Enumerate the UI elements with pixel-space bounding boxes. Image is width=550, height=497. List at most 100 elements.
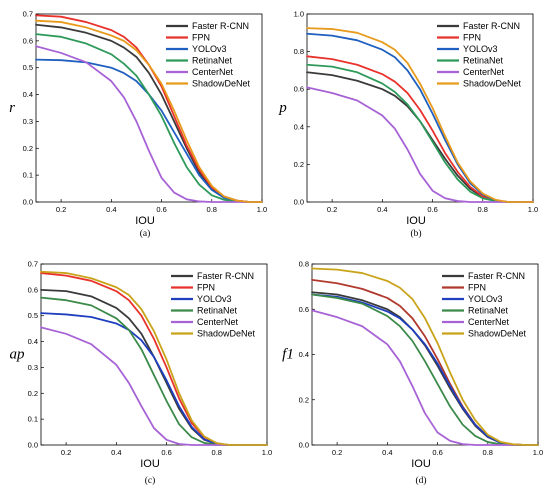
y-tick-label: 0.4 [23, 90, 33, 99]
x-tick-label: 0.8 [483, 448, 493, 457]
y-tick-label: 0.7 [23, 10, 33, 19]
x-tick-label: 0.8 [212, 448, 222, 457]
y-axis-label: r [9, 100, 15, 116]
plot-frame [311, 263, 539, 446]
series-line-shadowdenet [35, 19, 263, 203]
y-tick-label: 0.2 [294, 160, 304, 169]
panel-caption: (b) [410, 228, 421, 239]
legend-entry: Faster R-CNN [468, 271, 525, 281]
series-line-centernet [306, 86, 534, 203]
series-line-faster-r-cnn [35, 23, 263, 203]
legend-entry: ShadowDeNet [197, 329, 256, 339]
x-axis-label: IOU [406, 215, 426, 227]
x-tick-label: 1.0 [533, 448, 543, 457]
y-tick-label: 0.2 [299, 395, 309, 404]
x-tick-label: 0.6 [432, 448, 442, 457]
legend-entry: CenterNet [197, 317, 239, 327]
x-tick-label: 0.4 [382, 448, 392, 457]
x-tick-label: 0.2 [332, 448, 342, 457]
series-line-retinanet [35, 33, 263, 203]
x-axis-label: IOU [135, 215, 155, 227]
x-tick-label: 0.4 [377, 205, 387, 214]
x-tick-label: 0.2 [327, 205, 337, 214]
x-tick-label: 0.8 [207, 205, 217, 214]
y-tick-label: 0.5 [28, 311, 38, 320]
series-line-fpn [35, 14, 263, 203]
panel-caption: (c) [145, 475, 156, 486]
y-tick-label: 0.7 [28, 260, 38, 269]
y-axis-label: p [278, 100, 287, 116]
x-tick-label: 0.6 [156, 205, 166, 214]
legend-entry: ShadowDeNet [468, 329, 527, 339]
y-tick-label: 0.0 [23, 198, 33, 207]
y-tick-label: 0.8 [299, 260, 309, 269]
y-tick-label: 0.0 [28, 441, 38, 450]
panel-caption: (d) [415, 475, 426, 486]
series-line-shadowdenet [306, 27, 534, 203]
panel-caption: (a) [140, 228, 151, 239]
y-tick-label: 0.2 [28, 389, 38, 398]
y-tick-label: 0.6 [294, 85, 304, 94]
y-tick-label: 0.0 [299, 441, 309, 450]
legend-entry: RetinaNet [463, 56, 504, 66]
series-line-centernet [311, 309, 539, 446]
y-tick-label: 0.6 [299, 305, 309, 314]
y-tick-label: 1.0 [294, 10, 304, 19]
legend-entry: CenterNet [468, 317, 510, 327]
legend-entry: ShadowDeNet [192, 79, 251, 89]
x-tick-label: 0.2 [56, 205, 66, 214]
y-tick-label: 0.5 [23, 63, 33, 72]
x-tick-label: 0.6 [161, 448, 171, 457]
series-line-shadowdenet [40, 270, 268, 446]
legend-entry: CenterNet [192, 67, 234, 77]
y-tick-label: 0.2 [23, 144, 33, 153]
plot-frame [306, 13, 534, 203]
legend-entry: Faster R-CNN [192, 21, 249, 31]
y-tick-label: 0.6 [23, 36, 33, 45]
legend-entry: FPN [463, 33, 481, 43]
legend-entry: Faster R-CNN [197, 271, 254, 281]
legend-entry: YOLOv3 [197, 294, 232, 304]
y-axis-label: f1 [282, 347, 294, 363]
series-line-centernet [35, 45, 263, 203]
chart-panel-4: 0.0 0.2 0.4 0.6 0.8 0.2 0.4 0.6 0.8 1.0 IOU f1 Faste… [282, 260, 543, 487]
legend-entry: Faster R-CNN [463, 21, 520, 31]
chart-panel-3: 0.0 0.1 0.2 0.3 0.4 0.5 0.6 0.7 0.2 0.4 0.6 0.8 1.0 I… [10, 260, 273, 487]
x-tick-label: 0.8 [478, 205, 488, 214]
chart-panel-1: 0.0 0.1 0.2 0.3 0.4 0.5 0.6 0.7 0.2 0.4 0.6 0.8 1.0 I… [9, 10, 267, 240]
y-tick-label: 0.6 [28, 285, 38, 294]
y-tick-label: 0.3 [23, 117, 33, 126]
x-tick-label: 1.0 [257, 205, 267, 214]
legend-entry: CenterNet [463, 67, 505, 77]
y-tick-label: 0.4 [294, 122, 304, 131]
y-tick-label: 0.1 [23, 171, 33, 180]
legend-entry: RetinaNet [192, 56, 233, 66]
legend-entry: YOLOv3 [192, 44, 227, 54]
legend-entry: YOLOv3 [463, 44, 498, 54]
y-tick-label: 0.8 [294, 47, 304, 56]
x-tick-label: 0.4 [106, 205, 116, 214]
legend-entry: RetinaNet [197, 306, 238, 316]
y-tick-label: 0.4 [299, 350, 309, 359]
y-axis-label: ap [10, 347, 26, 363]
plot-frame [35, 13, 263, 203]
x-tick-label: 1.0 [528, 205, 538, 214]
x-tick-label: 0.2 [61, 448, 71, 457]
y-tick-label: 0.0 [294, 198, 304, 207]
y-tick-label: 0.3 [28, 363, 38, 372]
chart-panel-2: 0.0 0.2 0.4 0.6 0.8 1.0 0.2 0.4 0.6 0.8 1.0 IOU p Fas… [278, 10, 538, 240]
legend-entry: RetinaNet [468, 306, 509, 316]
legend-entry: YOLOv3 [468, 294, 503, 304]
x-axis-label: IOU [140, 458, 160, 470]
plot-frame [40, 263, 268, 446]
y-tick-label: 0.4 [28, 337, 38, 346]
y-tick-label: 0.1 [28, 415, 38, 424]
series-line-faster-r-cnn [306, 71, 534, 203]
series-line-shadowdenet [311, 267, 539, 446]
legend-entry: ShadowDeNet [463, 79, 522, 89]
legend-entry: FPN [197, 283, 215, 293]
legend-entry: FPN [468, 283, 486, 293]
x-axis-label: IOU [411, 458, 431, 470]
